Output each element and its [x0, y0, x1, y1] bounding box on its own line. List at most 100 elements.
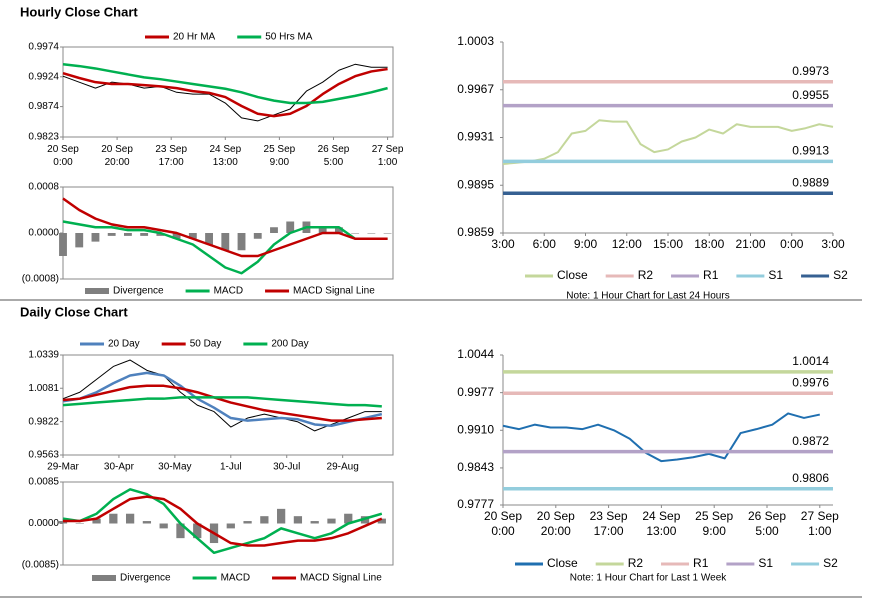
x-tick-label: 26 Sep 5:00	[318, 144, 350, 168]
series-line	[62, 396, 382, 408]
divergence-bar	[344, 513, 353, 524]
x-tick-label: 29-Aug	[327, 462, 359, 473]
divergence-bar	[327, 518, 336, 524]
divergence-bar	[176, 523, 185, 539]
y-tick-label: 1.0339	[28, 350, 59, 361]
x-tick-label: 30-Apr	[104, 462, 135, 473]
x-tick-label: 27 Sep 1:00	[372, 144, 404, 168]
series-line	[62, 197, 388, 258]
legend-label: Close	[547, 556, 578, 570]
x-tick-label: 3:00	[821, 237, 845, 251]
x-tick-label: 29-Mar	[47, 462, 79, 473]
divergence-bar	[172, 233, 181, 239]
series-line	[62, 63, 388, 105]
level-label: 1.0014	[792, 354, 829, 368]
divergence-bar	[310, 521, 319, 524]
series-line	[62, 371, 383, 427]
divergence-bar	[125, 513, 135, 524]
y-tick-label: 0.9874	[28, 101, 59, 112]
legend-label: S2	[833, 268, 848, 282]
divergence-bar	[221, 233, 230, 251]
divergence-bar	[59, 233, 67, 256]
legend-label: Divergence	[113, 286, 164, 297]
legend-label: 50 Hrs MA	[265, 32, 313, 43]
divergence-bar	[188, 233, 197, 239]
divergence-bar	[107, 233, 116, 236]
divergence-bar	[270, 227, 278, 233]
y-tick-label: 0.0008	[28, 182, 59, 193]
legend-label: R1	[693, 556, 709, 570]
divergence-bar	[293, 516, 303, 524]
x-tick-label: 20 Sep 20:00	[101, 144, 133, 168]
x-tick-label: 20 Sep 20:00	[537, 509, 575, 538]
divergence-bar	[109, 513, 118, 524]
divergence-bar	[377, 518, 386, 524]
x-tick-label: 26 Sep 5:00	[748, 509, 786, 538]
chart-note: Note: 1 Hour Chart for Last 1 Week	[570, 573, 728, 584]
series-line	[62, 488, 383, 555]
x-tick-label: 20 Sep 0:00	[484, 509, 522, 538]
y-tick-label: 1.0044	[457, 347, 494, 361]
y-tick-label: 0.9843	[457, 460, 494, 474]
y-tick-label: 0.9974	[28, 42, 59, 53]
section-title: Daily Close Chart	[20, 304, 128, 319]
x-tick-label: 20 Sep 0:00	[47, 144, 79, 168]
y-tick-label: 0.9924	[28, 71, 59, 82]
level-label: 0.9806	[792, 471, 829, 485]
divergence-bar	[237, 233, 246, 251]
x-tick-label: 3:00	[491, 237, 515, 251]
legend-label: MACD Signal Line	[300, 573, 382, 584]
divergence-bar	[260, 516, 269, 524]
level-label: 0.9913	[792, 144, 829, 158]
legend-label: Close	[557, 268, 588, 282]
legend-label: R2	[628, 556, 644, 570]
level-label: 0.9955	[792, 88, 829, 102]
x-tick-label: 23 Sep 17:00	[590, 509, 628, 538]
y-tick-label: 1.0081	[28, 383, 59, 394]
x-tick-label: 30-Jul	[273, 462, 300, 473]
legend-label: S1	[758, 556, 773, 570]
divergence-bar	[334, 227, 343, 233]
x-tick-label: 1-Jul	[220, 462, 242, 473]
y-tick-label: 0.9967	[457, 82, 494, 96]
y-tick-label: (0.0085)	[22, 560, 59, 571]
x-tick-label: 25 Sep 9:00	[264, 144, 296, 168]
divergence-bar	[159, 523, 168, 529]
divergence-bar	[142, 521, 152, 524]
level-label: 0.9889	[792, 175, 829, 189]
divergence-bar	[243, 521, 252, 524]
divergence-bar	[205, 233, 213, 245]
series-line	[502, 412, 821, 463]
x-tick-label: 0:00	[780, 237, 804, 251]
x-tick-label: 24 Sep 13:00	[209, 144, 241, 168]
legend-label: MACD	[221, 573, 250, 584]
series-line	[62, 384, 382, 422]
x-tick-label: 30-May	[158, 462, 191, 473]
divergence-bar	[318, 227, 327, 233]
x-tick-label: 27 Sep 1:00	[801, 509, 839, 538]
divergence-bar	[140, 233, 149, 236]
legend-label: R1	[703, 268, 719, 282]
x-tick-label: 21:00	[735, 237, 765, 251]
divergence-bar	[75, 523, 84, 524]
divergence-bar	[92, 518, 101, 524]
y-tick-label: 0.0000	[28, 228, 59, 239]
y-tick-label: 0.9822	[28, 416, 59, 427]
x-tick-label: 12:00	[612, 237, 642, 251]
y-tick-label: 0.0085	[28, 477, 59, 488]
level-label: 0.9973	[792, 64, 829, 78]
y-tick-label: 0.9823	[28, 132, 59, 143]
divergence-bar	[351, 233, 360, 234]
legend-key	[85, 288, 109, 294]
x-tick-label: 25 Sep 9:00	[695, 509, 733, 538]
divergence-bar	[193, 523, 202, 539]
x-tick-label: 6:00	[533, 237, 557, 251]
series-line	[62, 220, 388, 275]
divergence-bar	[123, 233, 132, 236]
plot-frame	[62, 46, 394, 138]
divergence-bar	[253, 233, 262, 239]
section-title: Hourly Close Chart	[20, 4, 138, 19]
legend-label: R2	[638, 268, 654, 282]
divergence-bar	[277, 508, 286, 524]
